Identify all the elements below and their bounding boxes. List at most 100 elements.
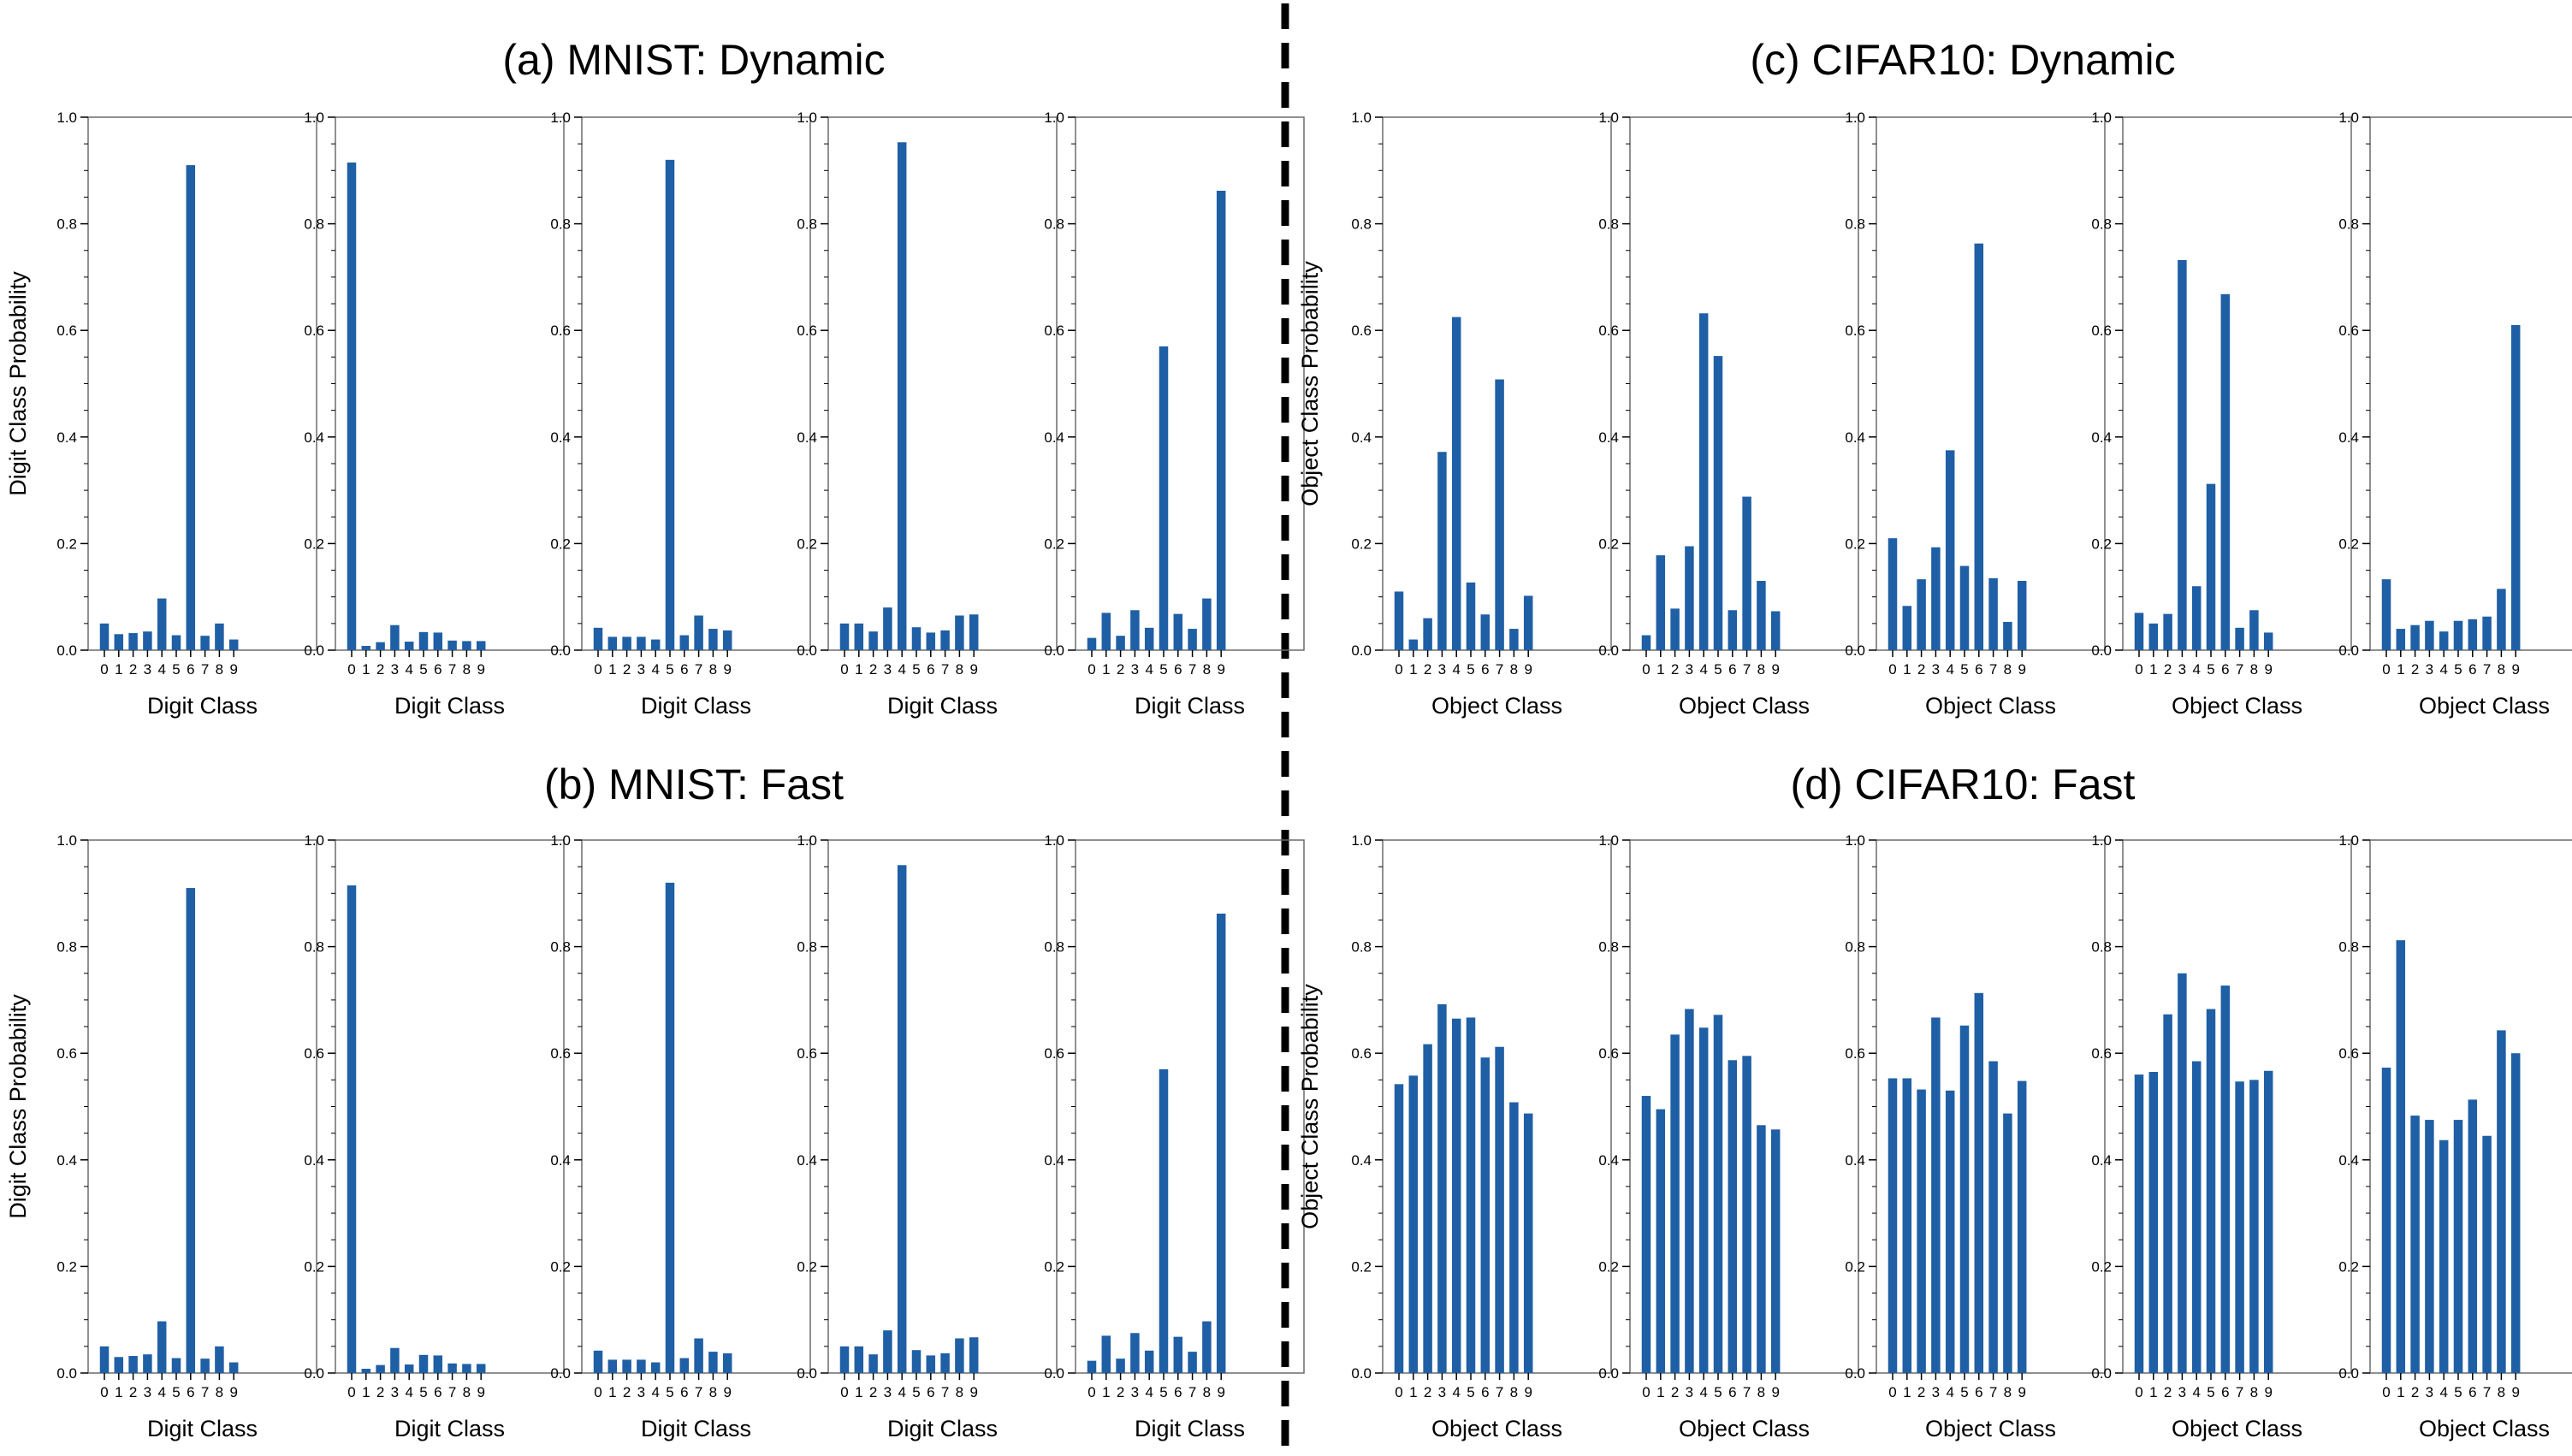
plot-frame <box>581 839 811 1374</box>
x-tick-label: 3 <box>884 661 892 678</box>
bar <box>1974 243 1984 650</box>
x-tick-label: 2 <box>1671 661 1679 678</box>
x-tick-label: 9 <box>2018 1384 2025 1400</box>
bar <box>1770 611 1781 650</box>
x-tick-label: 2 <box>2411 1384 2419 1400</box>
bar <box>1188 1352 1197 1373</box>
x-tick-label: 1 <box>2397 661 2404 678</box>
bar <box>228 639 239 650</box>
x-tick-label: 7 <box>2236 1384 2243 1400</box>
x-tick-label: 4 <box>1699 661 1707 678</box>
bar <box>1742 496 1751 650</box>
bar <box>955 1338 964 1373</box>
bar <box>1394 1084 1404 1373</box>
y-tick-label: 0.0 <box>1845 1365 1865 1382</box>
bar <box>99 623 110 650</box>
y-tick-label: 0.6 <box>2338 323 2359 339</box>
bar <box>2191 1061 2202 1373</box>
x-tick-label: 2 <box>623 1384 631 1400</box>
bar <box>1437 452 1447 650</box>
x-tick-label: 8 <box>2498 1384 2505 1400</box>
x-tick-label: 4 <box>651 1384 659 1400</box>
x-tick-label: 7 <box>2483 1384 2491 1400</box>
subplot-0: 0.0 0.2 0.4 0.6 0.8 1.0 0 1 2 3 4 5 6 7 8 9 Object Class… <box>1297 832 1612 1441</box>
x-tick-label: 9 <box>723 661 731 678</box>
x-axis-label: Object Class <box>1431 1416 1562 1441</box>
x-tick-label: 3 <box>1932 1384 1940 1400</box>
y-tick-label: 0.6 <box>797 323 817 339</box>
x-tick-label: 3 <box>144 1384 151 1400</box>
x-tick-label: 1 <box>608 661 616 678</box>
y-tick-label: 0.2 <box>1044 1258 1064 1275</box>
bar <box>2381 1068 2391 1373</box>
y-tick-label: 0.6 <box>1845 323 1865 339</box>
subplot-4: 0.0 0.2 0.4 0.6 0.8 1.0 0 1 2 3 4 5 6 7 8 9 Digit Class <box>1044 832 1305 1441</box>
y-tick-label: 1.0 <box>56 832 77 849</box>
bar <box>650 639 661 650</box>
x-tick-label: 2 <box>129 1384 137 1400</box>
x-tick-label: 9 <box>2264 1384 2272 1400</box>
bar <box>1480 614 1490 650</box>
bar <box>2163 613 2172 650</box>
x-tick-label: 1 <box>2149 661 2157 678</box>
y-tick-label: 0.8 <box>1351 216 1372 233</box>
x-tick-label: 4 <box>2192 1384 2200 1400</box>
x-tick-label: 0 <box>1395 1384 1402 1400</box>
plot-frame <box>827 116 1058 651</box>
bar <box>418 631 429 650</box>
y-tick-label: 0.8 <box>1044 216 1064 233</box>
y-tick-label: 0.2 <box>56 536 77 552</box>
x-tick-label: 7 <box>695 661 702 678</box>
x-tick-label: 0 <box>1888 1384 1896 1400</box>
bar <box>839 1346 850 1373</box>
bar <box>447 640 457 650</box>
x-tick-label: 7 <box>201 661 209 678</box>
subplot-0: 0.0 0.2 0.4 0.6 0.8 1.0 0 1 2 3 4 5 6 7 8 9 Object Class… <box>1297 109 1612 719</box>
x-tick-label: 3 <box>144 661 151 678</box>
y-tick-label: 0.6 <box>304 1045 324 1062</box>
x-tick-label: 0 <box>840 661 848 678</box>
bar <box>1742 1056 1751 1373</box>
y-tick-label: 0.2 <box>2091 1258 2112 1275</box>
bar <box>1466 582 1476 650</box>
bar <box>390 624 400 650</box>
panel-title: (a) MNIST: Dynamic <box>502 36 885 84</box>
bar <box>1159 346 1169 650</box>
x-tick-label: 4 <box>898 1384 905 1400</box>
y-tick-label: 0.0 <box>1598 642 1619 659</box>
x-tick-label: 1 <box>1102 1384 1110 1400</box>
y-tick-label: 0.8 <box>304 939 324 956</box>
bar <box>186 888 196 1373</box>
bar <box>1902 1078 1912 1373</box>
bar <box>1408 1075 1419 1373</box>
y-tick-label: 0.4 <box>304 429 324 446</box>
bar <box>2396 629 2406 650</box>
x-tick-label: 6 <box>680 1384 688 1400</box>
bar <box>1144 627 1154 650</box>
x-tick-label: 0 <box>1888 661 1896 678</box>
bar <box>2468 1099 2478 1373</box>
x-tick-label: 9 <box>229 1384 237 1400</box>
x-tick-label: 6 <box>1975 1384 1982 1400</box>
x-tick-label: 2 <box>2164 661 2172 678</box>
x-tick-label: 4 <box>1946 661 1953 678</box>
y-tick-label: 0.8 <box>1044 939 1064 956</box>
x-tick-label: 7 <box>1188 1384 1196 1400</box>
x-tick-label: 6 <box>434 1384 442 1400</box>
y-tick-label: 0.4 <box>56 429 77 446</box>
x-tick-label: 2 <box>1917 661 1925 678</box>
bar <box>404 642 414 650</box>
subplot-1: 0.0 0.2 0.4 0.6 0.8 1.0 0 1 2 3 4 5 6 7 8 9 Digit Class <box>304 109 565 719</box>
x-tick-label: 4 <box>1452 1384 1460 1400</box>
bar <box>940 630 950 650</box>
x-axis-label: Digit Class <box>394 1416 505 1441</box>
y-tick-label: 0.0 <box>1044 642 1064 659</box>
x-tick-label: 7 <box>695 1384 702 1400</box>
bar <box>1188 629 1197 650</box>
bar <box>665 159 675 651</box>
x-tick-label: 7 <box>2236 661 2243 678</box>
x-tick-label: 5 <box>2454 661 2462 678</box>
bar <box>1173 1336 1183 1373</box>
